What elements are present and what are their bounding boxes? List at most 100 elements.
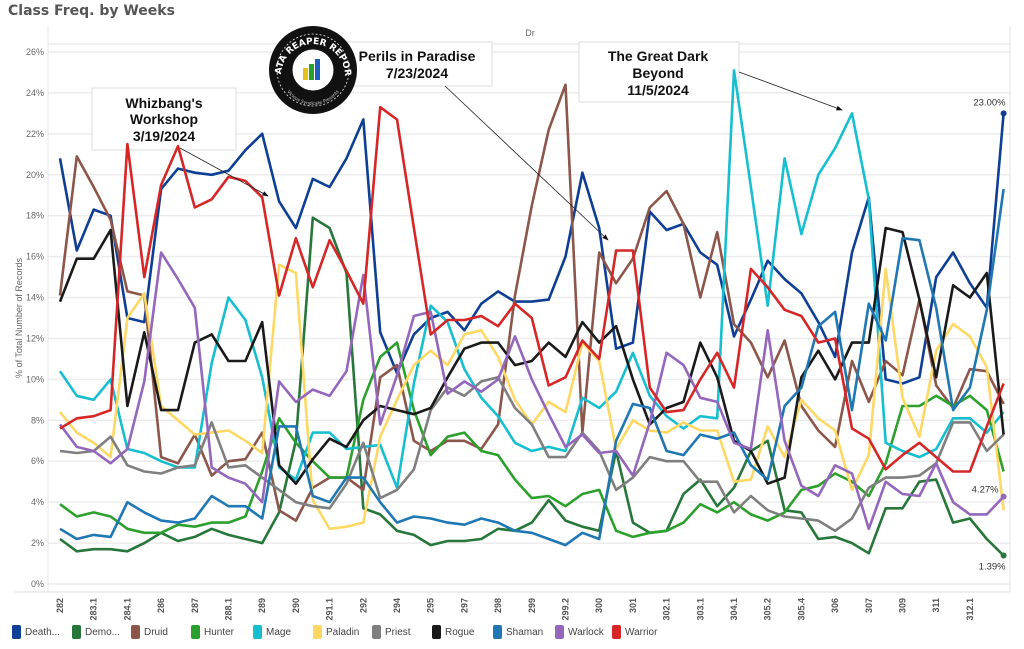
x-tick-label: 291.1 <box>325 598 335 621</box>
x-tick-label: 300 <box>594 598 604 613</box>
legend-item[interactable]: Rogue <box>432 625 474 639</box>
legend-item[interactable]: Hunter <box>191 625 234 639</box>
y-tick-label: 22% <box>26 129 44 139</box>
legend-swatch <box>555 625 564 639</box>
y-axis-label: % of Total Number of Records <box>14 258 24 378</box>
data-label: 4.27% <box>972 485 999 496</box>
legend-item[interactable]: Priest <box>372 625 411 639</box>
y-tick-label: 26% <box>26 47 44 57</box>
legend-item[interactable]: Druid <box>131 625 168 639</box>
series-line-death[interactable] <box>58 113 1005 385</box>
y-tick-label: 12% <box>26 333 44 343</box>
series-line-hunter[interactable] <box>59 341 1005 539</box>
annotation-line: Whizbang's <box>125 95 202 111</box>
legend-label: Hunter <box>204 626 235 638</box>
y-tick-label: 2% <box>31 538 44 548</box>
x-tick-label: 299.2 <box>561 598 571 621</box>
x-tick-label: 305.4 <box>796 598 806 621</box>
annotation-arrow <box>738 71 843 111</box>
annotation-whizbang: Whizbang's Workshop 3/19/2024 <box>91 87 237 151</box>
legend: Death... Demo... Druid Hunter Mage Paladin Pri… <box>0 625 1024 643</box>
end-point-marker <box>1000 493 1007 500</box>
series-lines <box>58 69 1005 557</box>
legend-item[interactable]: Mage <box>253 625 291 639</box>
series-line-shaman[interactable] <box>59 188 1005 547</box>
annotation-box <box>578 41 740 103</box>
y-tick-label: 4% <box>31 497 44 507</box>
legend-swatch <box>432 625 441 639</box>
y-ticks: 0% 2% 4% 6% 8% 10% 12% 14% 16% 18% 20% 22% 24% 26% <box>26 47 44 589</box>
data-label: 1.39% <box>979 562 1006 573</box>
y-tick-label: 6% <box>31 456 44 466</box>
legend-label: Druid <box>144 626 168 638</box>
x-tick-label: 289 <box>257 598 267 613</box>
x-tick-label: 311 <box>931 598 941 613</box>
annotation-line: 3/19/2024 <box>133 128 195 144</box>
legend-item[interactable]: Shaman <box>493 625 543 639</box>
legend-swatch <box>12 625 21 639</box>
legend-item[interactable]: Paladin <box>313 625 359 639</box>
y-tick-label: 16% <box>26 252 44 262</box>
legend-label: Warlock <box>568 626 604 638</box>
x-ticks: 282 283.1 284.1 286 287 288.1 289 290 291.1 292 29… <box>55 598 975 621</box>
annotation-line: Beyond <box>632 65 683 81</box>
x-tick-label: 298 <box>493 598 503 613</box>
column-header: Dr <box>525 28 535 38</box>
legend-swatch <box>372 625 381 639</box>
x-tick-label: 290 <box>291 598 301 613</box>
legend-item[interactable]: Demo... <box>72 625 120 639</box>
annotation-box <box>341 41 493 87</box>
x-tick-label: 286 <box>156 598 166 613</box>
x-tick-label: 304.1 <box>729 598 739 621</box>
data-label: 23.00% <box>973 97 1006 108</box>
legend-swatch <box>191 625 200 639</box>
x-tick-label: 312.1 <box>965 598 975 621</box>
x-tick-label: 309 <box>898 598 908 613</box>
legend-label: Shaman <box>506 626 544 638</box>
y-tick-label: 24% <box>26 88 44 98</box>
data-labels: 23.00% 4.27% 1.39% <box>972 97 1007 573</box>
y-tick-label: 8% <box>31 415 44 425</box>
y-tick-label: 18% <box>26 211 44 221</box>
legend-label: Paladin <box>326 626 360 638</box>
x-tick-label: 307 <box>864 598 874 613</box>
data-reaper-report-logo: DATA REAPER REPORT Vicious Syndicate Pre… <box>269 26 357 114</box>
legend-swatch <box>612 625 621 639</box>
legend-item[interactable]: Warlock <box>555 625 604 639</box>
series-line-warrior[interactable] <box>59 105 1005 473</box>
x-tick-label: 299 <box>527 598 537 613</box>
legend-label: Priest <box>385 626 411 638</box>
legend-swatch <box>253 625 262 639</box>
y-tick-label: 0% <box>31 579 44 589</box>
x-tick-label: 284.1 <box>122 598 132 621</box>
legend-item[interactable]: Death... <box>12 625 60 639</box>
annotation-line: Workshop <box>130 111 198 127</box>
series-line-warlock[interactable] <box>58 251 1005 531</box>
annotation-line: 11/5/2024 <box>627 82 689 98</box>
legend-item[interactable]: Warrior <box>612 625 657 639</box>
chart-title: Class Freq. by Weeks <box>8 3 175 19</box>
x-tick-label: 297 <box>459 598 469 613</box>
series-line-demo[interactable] <box>59 216 1005 557</box>
x-tick-label: 283.1 <box>89 598 99 621</box>
y-tick-label: 10% <box>26 374 44 384</box>
legend-swatch <box>313 625 322 639</box>
annotation-line: 7/23/2024 <box>386 65 448 81</box>
x-tick-label: 305.2 <box>763 598 773 621</box>
x-tick-label: 295 <box>426 598 436 613</box>
y-tick-label: 14% <box>26 293 44 303</box>
legend-label: Death... <box>25 626 61 638</box>
x-tick-label: 287 <box>190 598 200 613</box>
series-line-rogue[interactable] <box>58 226 1005 486</box>
legend-label: Mage <box>266 626 292 638</box>
legend-swatch <box>131 625 140 639</box>
annotation-great-dark-beyond: The Great Dark Beyond 11/5/2024 <box>578 41 740 103</box>
annotation-line: The Great Dark <box>608 48 709 64</box>
x-tick-label: 292 <box>358 598 368 613</box>
x-tick-label: 288.1 <box>224 598 234 621</box>
x-tick-label: 282 <box>55 598 65 613</box>
series-line-priest[interactable] <box>59 375 1005 533</box>
end-point-marker <box>1000 110 1007 117</box>
annotation-line: Perils in Paradise <box>359 48 476 64</box>
